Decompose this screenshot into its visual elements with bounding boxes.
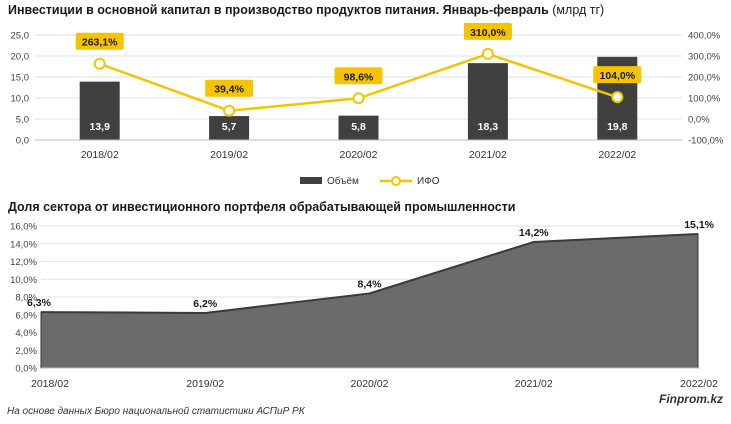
- chart1-legend-line-marker: [391, 176, 401, 186]
- chart1-y-tick: 15,0: [11, 73, 30, 84]
- chart2-y-tick: 10,0%: [10, 275, 37, 286]
- chart1-bar-label: 19,8: [607, 121, 628, 133]
- chart2-data-label: 6,3%: [27, 297, 52, 309]
- chart1-ifo-point: [352, 92, 365, 105]
- chart1-title-unit: (млрд тг): [552, 3, 605, 17]
- chart1-y-tick: 5,0: [16, 115, 29, 126]
- brand-watermark: Finprom.kz: [658, 392, 723, 406]
- chart1-x-tick: 2022/02: [598, 149, 636, 161]
- chart1-bar: [79, 81, 120, 140]
- chart1-y2-tick: 0,0%: [688, 115, 710, 126]
- chart1-ifo-point: [223, 104, 236, 117]
- chart1-y-tick: 10,0: [11, 94, 30, 105]
- chart1-bar-label: 5,7: [222, 121, 237, 133]
- chart1-x-tick: 2021/02: [469, 149, 507, 161]
- chart2-y-tick: 2,0%: [15, 346, 37, 357]
- chart1-ifo-label: 39,4%: [214, 84, 244, 96]
- chart2-x-tick: 2020/02: [351, 378, 389, 390]
- chart1-bar: [338, 115, 379, 140]
- chart2-title-text: Доля сектора от инвестиционного портфеля…: [8, 200, 516, 214]
- chart1-x-tick: 2020/02: [340, 149, 378, 161]
- chart2-y-tick: 4,0%: [15, 328, 37, 339]
- chart2-y-tick: 8,0%: [15, 293, 37, 304]
- chart2-title: Доля сектора от инвестиционного портфеля…: [8, 200, 516, 214]
- chart1-bar: [467, 63, 508, 140]
- chart2-data-label: 8,4%: [358, 278, 383, 290]
- chart1-ifo-label: 98,6%: [344, 71, 374, 83]
- chart1-ifo-label: 104,0%: [599, 70, 635, 82]
- chart2-y-tick: 0,0%: [15, 364, 37, 375]
- chart1-x-tick: 2019/02: [210, 149, 248, 161]
- chart1-bar-label: 13,9: [89, 121, 110, 133]
- chart1-y2-tick: 200,0%: [688, 73, 721, 84]
- chart1-svg: 0,0 5,0 10,0 15,0 20,0 25,0 -100,0% 0,0% 100,0% 2…: [11, 22, 724, 187]
- chart2-x-tick: 2022/02: [680, 378, 718, 390]
- chart1-title-text: Инвестиции в основной капитал в производ…: [8, 3, 549, 17]
- chart1-y-tick: 0,0: [16, 136, 29, 147]
- chart1-ifo-point: [611, 91, 624, 104]
- chart2-area: [40, 233, 699, 369]
- chart1-bar-label: 18,3: [478, 121, 499, 133]
- chart1-title: Инвестиции в основной капитал в производ…: [8, 3, 604, 17]
- chart1-legend-line-label: ИФО: [417, 176, 440, 187]
- chart1-legend-bar-swatch: [300, 177, 322, 184]
- chart1-y2-tick: -100,0%: [688, 136, 724, 147]
- chart1-y2-tick: 300,0%: [688, 52, 721, 63]
- chart2-data-label: 15,1%: [684, 219, 714, 231]
- chart1-ifo-label-bg: [75, 32, 124, 50]
- chart1-bar-label: 5,8: [351, 121, 366, 133]
- chart2-y-tick: 6,0%: [15, 310, 37, 321]
- chart1-bar: [209, 116, 250, 140]
- chart1-y-tick: 20,0: [11, 52, 30, 63]
- chart1-ifo-point: [481, 47, 494, 60]
- chart2-x-tick: 2018/02: [31, 378, 69, 390]
- chart2-x-tick: 2021/02: [515, 378, 553, 390]
- chart1-ifo-point: [93, 57, 106, 70]
- chart2-area-outline: [40, 232, 699, 314]
- chart1-ifo-label-bg: [593, 66, 642, 84]
- chart2-data-label: 14,2%: [519, 227, 549, 239]
- chart2-y-tick: 16,0%: [10, 222, 37, 233]
- chart1-legend-bar-label: Объём: [327, 175, 359, 187]
- chart1-y2-tick: 100,0%: [688, 94, 721, 105]
- chart1-ifo-label: 310,0%: [470, 27, 506, 39]
- chart1-y2-tick: 400,0%: [688, 31, 721, 42]
- chart1-ifo-label-bg: [463, 22, 512, 40]
- chart1-ifo-label-bg: [205, 79, 254, 97]
- chart2-data-label: 6,2%: [193, 298, 218, 310]
- chart1-ifo-label: 263,1%: [82, 37, 118, 49]
- chart2-y-tick: 14,0%: [10, 239, 37, 250]
- source-note: На основе данных Бюро национальной стати…: [7, 406, 305, 417]
- chart1-y-tick: 25,0: [11, 31, 30, 42]
- chart1-x-tick: 2018/02: [81, 149, 119, 161]
- chart2-y-tick: 12,0%: [10, 257, 37, 268]
- chart1-ifo-label-bg: [334, 67, 383, 85]
- chart2-x-tick: 2019/02: [186, 378, 224, 390]
